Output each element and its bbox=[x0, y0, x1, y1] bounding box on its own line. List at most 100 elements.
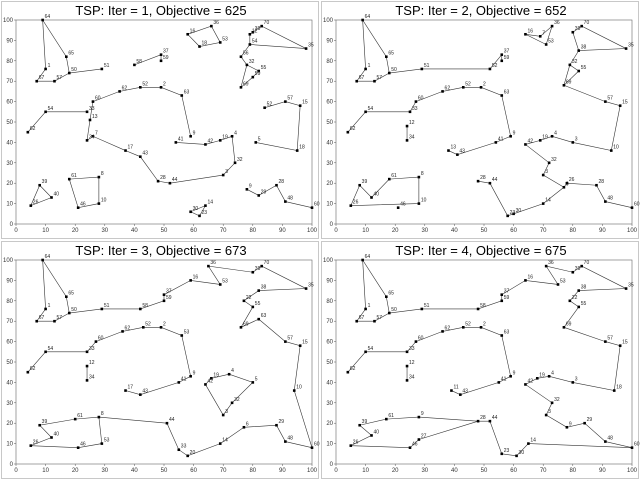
x-tick-label: 80 bbox=[569, 228, 576, 234]
city-point bbox=[456, 153, 459, 156]
city-point bbox=[571, 30, 575, 34]
y-tick-label: 20 bbox=[6, 421, 13, 427]
city-point bbox=[245, 63, 249, 67]
city-point bbox=[210, 377, 213, 380]
city-label: 42 bbox=[207, 378, 213, 384]
route-segment bbox=[255, 101, 301, 151]
city-point bbox=[408, 110, 412, 114]
city-label: 62 bbox=[125, 325, 131, 331]
city-label: 19 bbox=[222, 134, 228, 140]
city-point bbox=[512, 212, 515, 216]
city-point bbox=[565, 425, 569, 429]
city-point bbox=[624, 47, 628, 50]
city-point bbox=[364, 67, 367, 71]
x-tick-label: 40 bbox=[131, 228, 138, 234]
city-point bbox=[284, 340, 287, 343]
city-label: 3 bbox=[225, 169, 228, 175]
city-label: 9 bbox=[513, 130, 516, 136]
city-point bbox=[100, 442, 104, 445]
city-label: 30 bbox=[193, 206, 199, 212]
city-label: 37 bbox=[504, 289, 510, 295]
city-point bbox=[494, 141, 498, 144]
city-label: 57 bbox=[607, 336, 613, 342]
city-label: 48 bbox=[607, 436, 613, 442]
city-point bbox=[405, 124, 409, 128]
city-label: 23 bbox=[202, 210, 208, 216]
city-point bbox=[479, 326, 483, 329]
city-point bbox=[304, 47, 308, 50]
plot-frame bbox=[15, 259, 313, 465]
city-label: 18 bbox=[202, 41, 208, 47]
city-point bbox=[488, 419, 492, 423]
city-label: 39 bbox=[255, 266, 261, 272]
city-label: 69 bbox=[243, 321, 249, 327]
city-label: 23 bbox=[504, 448, 510, 454]
x-tick-label: 100 bbox=[627, 228, 638, 234]
city-label: 41 bbox=[498, 136, 504, 142]
city-point bbox=[358, 423, 361, 427]
plot-frame bbox=[335, 259, 633, 465]
city-label: 18 bbox=[299, 145, 305, 151]
city-point bbox=[604, 440, 607, 443]
city-point bbox=[257, 317, 261, 321]
city-label: 57 bbox=[56, 315, 62, 321]
city-point bbox=[26, 370, 30, 374]
y-tick-label: 100 bbox=[3, 258, 14, 264]
city-point bbox=[541, 202, 545, 205]
city-label: 26 bbox=[353, 200, 359, 206]
city-label: 29 bbox=[261, 189, 267, 195]
city-label: 20 bbox=[190, 450, 196, 456]
city-point bbox=[189, 279, 192, 282]
city-point bbox=[275, 183, 278, 187]
city-label: 19 bbox=[213, 372, 219, 378]
city-label: 42 bbox=[207, 138, 213, 144]
city-point bbox=[218, 41, 222, 44]
city-point bbox=[251, 270, 255, 274]
city-point bbox=[364, 350, 367, 354]
city-label: 35 bbox=[628, 43, 634, 49]
plot-area: 0 10 20 30 40 50 60 70 80 90 100 0 10 20 30 40 50 60 70 80 9… bbox=[3, 14, 320, 234]
chart-panel-iter-3: TSP: Iter = 3, Objective = 673 0 10 20 30 40… bbox=[1, 241, 320, 479]
city-point bbox=[604, 100, 607, 103]
city-label: 70 bbox=[584, 20, 590, 26]
city-label: 15 bbox=[302, 100, 308, 106]
city-point bbox=[218, 139, 222, 142]
y-tick-label: 60 bbox=[326, 100, 333, 106]
city-point bbox=[500, 59, 504, 63]
city-label: 41 bbox=[501, 376, 507, 382]
x-tick-label: 70 bbox=[540, 228, 547, 234]
city-point bbox=[524, 143, 527, 146]
city-label: 59 bbox=[166, 295, 172, 301]
city-label: 51 bbox=[104, 303, 110, 309]
city-point bbox=[488, 67, 492, 71]
city-point bbox=[198, 214, 201, 218]
x-tick-label: 80 bbox=[569, 468, 576, 474]
city-point bbox=[139, 307, 142, 311]
city-label: 60 bbox=[95, 96, 101, 102]
chart-svg-iter-4: TSP: Iter = 4, Objective = 675 0 10 20 30 40… bbox=[323, 243, 640, 474]
city-point bbox=[35, 79, 39, 83]
city-point bbox=[461, 326, 465, 329]
route-segment bbox=[30, 416, 103, 448]
city-point bbox=[133, 63, 136, 67]
city-point bbox=[186, 32, 189, 36]
city-point bbox=[239, 55, 243, 59]
route-segment bbox=[189, 205, 206, 217]
route-segment bbox=[92, 87, 191, 137]
city-label: 54 bbox=[48, 106, 54, 112]
city-point bbox=[550, 401, 554, 405]
city-label: 43 bbox=[459, 149, 465, 155]
city-point bbox=[361, 18, 364, 22]
city-label: 50 bbox=[391, 67, 397, 73]
route-segment bbox=[246, 184, 313, 208]
city-point bbox=[65, 295, 68, 299]
city-point bbox=[100, 307, 104, 311]
city-label: 41 bbox=[181, 376, 187, 382]
city-label: 12 bbox=[89, 360, 95, 366]
x-tick-label: 30 bbox=[101, 228, 108, 234]
city-point bbox=[218, 283, 222, 286]
city-point bbox=[257, 289, 261, 292]
city-label: 57 bbox=[287, 96, 293, 102]
city-point bbox=[568, 299, 572, 303]
city-label: 69 bbox=[243, 81, 249, 87]
